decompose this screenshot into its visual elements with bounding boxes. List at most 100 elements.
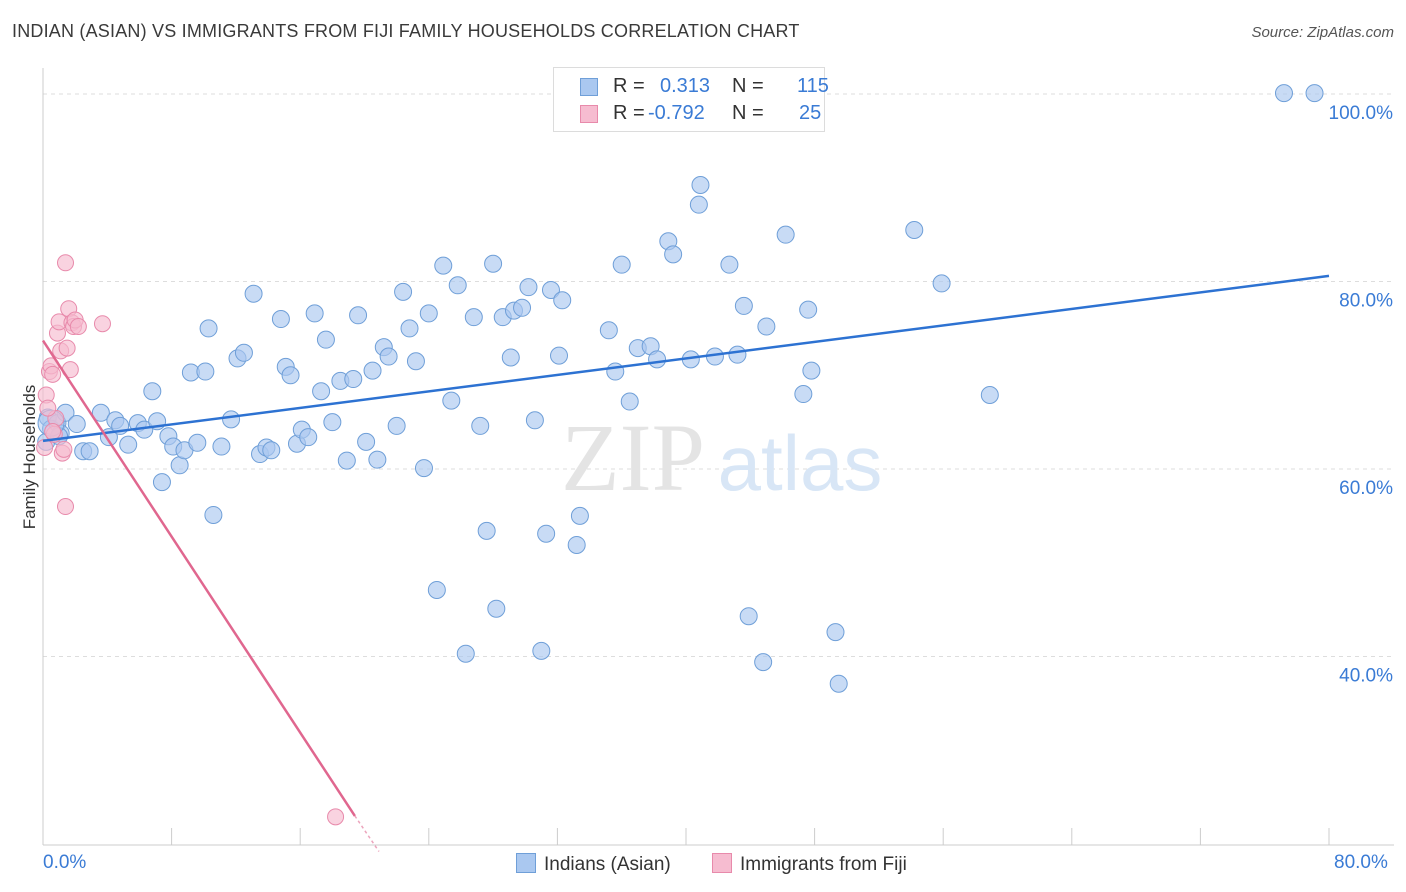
data-point-indians: [739, 607, 758, 626]
data-point-indians: [406, 352, 425, 371]
legend-r-value: 0.313: [660, 75, 711, 97]
bottom-legend-fiji[interactable]: Immigrants from Fiji: [712, 853, 907, 876]
data-point-indians: [316, 330, 335, 349]
data-point-indians: [501, 348, 520, 367]
data-point-fiji: [327, 808, 345, 826]
bottom-legend-indians[interactable]: Indians (Asian): [516, 853, 671, 876]
grid-lines: [43, 93, 1394, 658]
trend-line-fiji-extension: [354, 815, 380, 852]
data-point-indians: [980, 385, 999, 404]
trend-lines: [41, 274, 1330, 852]
data-point-indians: [691, 175, 710, 194]
chart-title: INDIAN (ASIAN) VS IMMIGRANTS FROM FIJI F…: [12, 21, 800, 41]
bottom-legend-swatch-pink: [712, 853, 732, 873]
y-tick-label: 100.0%: [1329, 103, 1394, 124]
data-point-indians: [196, 362, 215, 381]
data-point-fiji: [57, 254, 75, 272]
data-point-indians: [734, 296, 753, 315]
data-point-indians: [299, 428, 318, 447]
trend-line-fiji: [41, 339, 356, 817]
trend-line-indians: [42, 274, 1330, 443]
data-point-indians: [363, 361, 382, 380]
data-point-indians: [525, 411, 544, 430]
data-point-fiji: [93, 315, 111, 333]
data-point-indians: [271, 310, 290, 329]
data-point-indians: [648, 350, 667, 369]
data-point-indians: [312, 382, 331, 401]
legend-n-value: 115: [797, 75, 829, 97]
data-point-indians: [262, 441, 281, 460]
data-point-indians: [143, 382, 162, 401]
y-tick-labels: 40.0% 60.0% 80.0% 100.0%: [1329, 103, 1394, 686]
data-point-indians: [234, 343, 253, 362]
data-point-indians: [323, 413, 342, 432]
bottom-legend-label: Indians (Asian): [544, 854, 671, 875]
data-point-indians: [434, 256, 453, 275]
data-point-indians: [754, 653, 773, 672]
watermark-atlas: atlas: [718, 419, 883, 507]
data-point-indians: [802, 361, 821, 380]
source-label: Source: ZipAtlas.com: [1251, 24, 1394, 41]
data-point-indians: [541, 280, 560, 299]
data-point-indians: [720, 255, 739, 274]
data-point-fiji: [57, 498, 75, 516]
series-indians-asian: [37, 84, 1324, 693]
data-point-indians: [905, 220, 924, 239]
data-point-indians: [471, 416, 490, 435]
data-point-indians: [400, 319, 419, 338]
data-point-fiji: [44, 365, 62, 383]
data-point-indians: [152, 473, 171, 492]
data-point-indians: [188, 433, 207, 452]
legend-r-label: R =: [613, 75, 645, 97]
legend-n-label: N =: [732, 102, 764, 124]
data-point-indians: [664, 245, 683, 264]
data-point-indians: [170, 456, 189, 475]
data-point-indians: [567, 535, 586, 554]
data-point-indians: [799, 300, 818, 319]
data-point-indians: [349, 306, 368, 325]
data-point-fiji: [58, 339, 76, 357]
data-point-indians: [281, 366, 300, 385]
data-point-indians: [829, 674, 848, 693]
data-point-fiji: [55, 440, 73, 458]
data-point-indians: [477, 521, 496, 540]
series-immigrants-fiji: [36, 254, 345, 826]
legend-n-label: N =: [732, 75, 764, 97]
legend-r-label: R =: [613, 102, 645, 124]
data-point-indians: [414, 459, 433, 478]
data-point-indians: [442, 391, 461, 410]
data-point-indians: [427, 580, 446, 599]
data-point-indians: [1274, 84, 1293, 103]
data-point-indians: [80, 442, 99, 461]
data-point-indians: [368, 450, 387, 469]
data-point-indians: [794, 385, 813, 404]
data-point-indians: [448, 276, 467, 295]
bottom-legend-label: Immigrants from Fiji: [740, 854, 907, 875]
data-point-fiji: [69, 318, 87, 336]
data-point-indians: [244, 284, 263, 303]
data-point-indians: [387, 416, 406, 435]
data-point-indians: [419, 304, 438, 323]
data-point-indians: [553, 291, 572, 310]
data-point-indians: [513, 298, 532, 317]
data-point-indians: [776, 225, 795, 244]
data-point-indians: [620, 392, 639, 411]
data-point-indians: [379, 347, 398, 366]
axes: [42, 68, 1394, 846]
data-point-indians: [456, 644, 475, 663]
y-tick-label: 60.0%: [1339, 478, 1393, 499]
data-point-indians: [519, 278, 538, 297]
data-point-indians: [826, 623, 845, 642]
data-point-indians: [550, 346, 569, 365]
data-point-indians: [757, 317, 776, 336]
legend-n-value: 25: [799, 102, 822, 124]
legend-r-value: -0.792: [648, 102, 705, 124]
y-tick-label: 80.0%: [1339, 291, 1393, 312]
data-point-indians: [212, 437, 231, 456]
data-point-indians: [337, 451, 356, 470]
x-tick-min: 0.0%: [43, 852, 87, 873]
data-point-indians: [487, 599, 506, 618]
data-point-indians: [222, 410, 241, 429]
data-point-indians: [537, 524, 556, 543]
